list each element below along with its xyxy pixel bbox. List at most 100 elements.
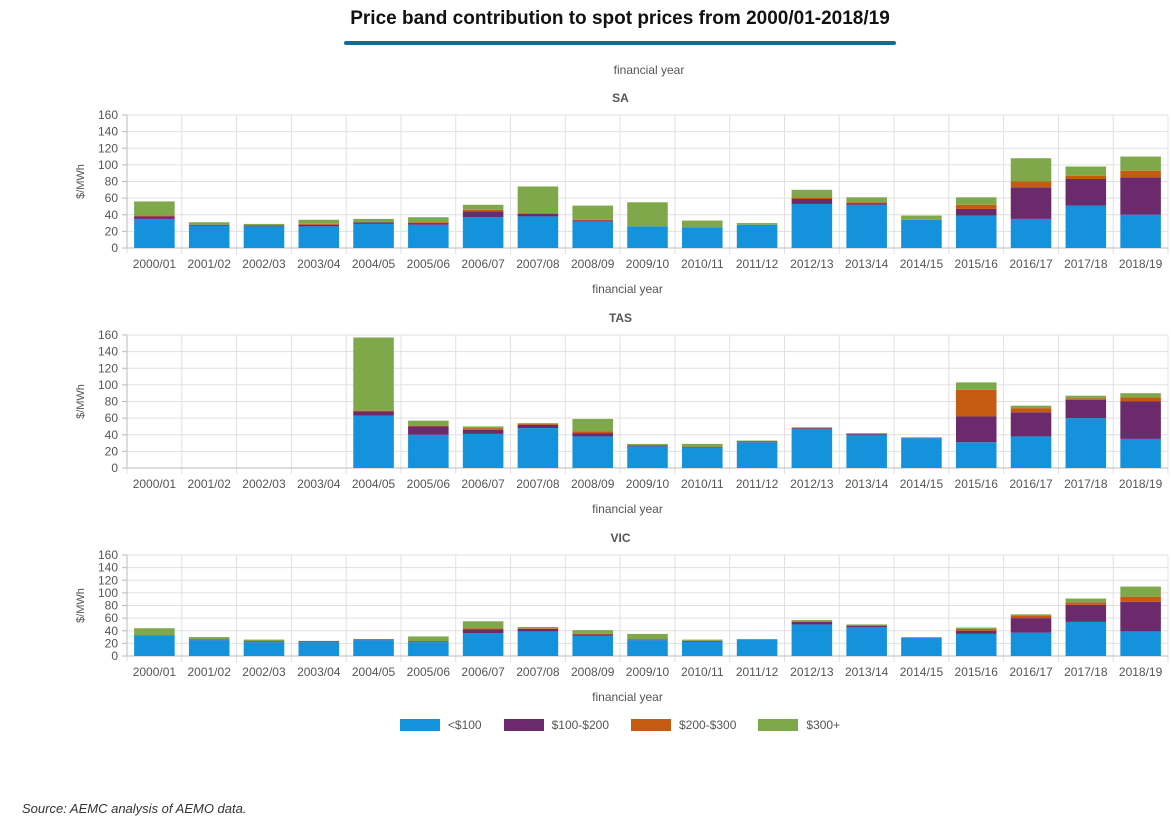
bar-segment[interactable] — [1120, 601, 1161, 632]
bar-segment[interactable] — [572, 436, 613, 468]
bar-segment[interactable] — [462, 426, 504, 429]
bar-segment[interactable] — [682, 220, 723, 228]
bar-segment[interactable] — [736, 441, 778, 443]
bar-segment[interactable] — [627, 639, 668, 641]
bar-segment[interactable] — [408, 420, 449, 426]
bar-segment[interactable] — [1120, 631, 1161, 656]
bar-segment[interactable] — [298, 641, 340, 643]
bar-segment[interactable] — [408, 222, 449, 224]
bar-segment[interactable] — [462, 211, 504, 218]
bar-segment[interactable] — [1065, 602, 1107, 605]
bar-segment[interactable] — [955, 627, 997, 629]
bar-segment[interactable] — [1065, 418, 1107, 468]
bar-segment[interactable] — [462, 209, 504, 212]
bar-segment[interactable] — [572, 418, 613, 432]
bar-segment[interactable] — [1010, 412, 1052, 437]
legend-item[interactable]: $200-$300 — [631, 718, 736, 732]
bar-segment[interactable] — [846, 626, 887, 656]
bar-segment[interactable] — [408, 224, 449, 248]
bar-segment[interactable] — [682, 448, 723, 468]
bar-segment[interactable] — [791, 189, 833, 198]
bar-segment[interactable] — [1010, 618, 1052, 633]
bar-segment[interactable] — [134, 635, 175, 656]
bar-segment[interactable] — [1010, 218, 1052, 248]
bar-segment[interactable] — [1120, 177, 1161, 215]
bar-segment[interactable] — [791, 620, 833, 622]
bar-segment[interactable] — [134, 201, 175, 216]
bar-segment[interactable] — [627, 445, 668, 447]
bar-segment[interactable] — [955, 416, 997, 443]
bar-segment[interactable] — [791, 203, 833, 248]
bar-segment[interactable] — [1010, 405, 1052, 409]
bar-segment[interactable] — [846, 624, 887, 626]
bar-segment[interactable] — [188, 225, 230, 248]
bar-segment[interactable] — [1010, 614, 1052, 616]
bar-segment[interactable] — [1010, 436, 1052, 468]
bar-segment[interactable] — [846, 434, 887, 468]
bar-segment[interactable] — [188, 224, 230, 226]
bar-segment[interactable] — [517, 423, 559, 425]
bar-segment[interactable] — [955, 197, 997, 205]
bar-segment[interactable] — [627, 446, 668, 468]
bar-segment[interactable] — [243, 225, 285, 227]
bar-segment[interactable] — [517, 186, 559, 214]
bar-segment[interactable] — [572, 220, 613, 222]
bar-segment[interactable] — [627, 443, 668, 446]
bar-segment[interactable] — [846, 197, 887, 203]
bar-segment[interactable] — [353, 411, 394, 416]
bar-segment[interactable] — [353, 337, 394, 411]
bar-segment[interactable] — [134, 216, 175, 219]
bar-segment[interactable] — [736, 440, 778, 442]
bar-segment[interactable] — [243, 223, 285, 226]
bar-segment[interactable] — [791, 197, 833, 199]
bar-segment[interactable] — [353, 639, 394, 641]
bar-segment[interactable] — [791, 624, 833, 656]
bar-segment[interactable] — [791, 427, 833, 429]
bar-segment[interactable] — [188, 222, 230, 225]
legend-item[interactable]: <$100 — [399, 718, 482, 732]
bar-segment[interactable] — [298, 226, 340, 248]
bar-segment[interactable] — [1065, 179, 1107, 206]
bar-segment[interactable] — [1065, 205, 1107, 248]
bar-segment[interactable] — [572, 634, 613, 636]
bar-segment[interactable] — [1120, 438, 1161, 468]
bar-segment[interactable] — [298, 223, 340, 225]
legend-item[interactable]: $100-$200 — [503, 718, 609, 732]
bar-segment[interactable] — [353, 223, 394, 248]
bar-segment[interactable] — [1120, 214, 1161, 248]
bar-segment[interactable] — [1065, 399, 1107, 419]
bar-segment[interactable] — [955, 442, 997, 468]
bar-segment[interactable] — [791, 428, 833, 468]
bar-segment[interactable] — [462, 633, 504, 656]
bar-segment[interactable] — [353, 218, 394, 223]
bar-segment[interactable] — [517, 626, 559, 629]
bar-segment[interactable] — [462, 628, 504, 630]
bar-segment[interactable] — [1120, 401, 1161, 439]
bar-segment[interactable] — [955, 204, 997, 209]
bar-segment[interactable] — [408, 434, 449, 468]
bar-segment[interactable] — [243, 226, 285, 248]
bar-segment[interactable] — [736, 442, 778, 468]
bar-segment[interactable] — [188, 640, 230, 656]
bar-segment[interactable] — [462, 621, 504, 629]
bar-segment[interactable] — [627, 226, 668, 248]
bar-segment[interactable] — [408, 636, 449, 642]
bar-segment[interactable] — [298, 642, 340, 656]
bar-segment[interactable] — [791, 428, 833, 429]
bar-segment[interactable] — [134, 635, 175, 636]
bar-segment[interactable] — [462, 428, 504, 430]
bar-segment[interactable] — [408, 426, 449, 435]
bar-segment[interactable] — [955, 628, 997, 631]
bar-segment[interactable] — [298, 640, 340, 642]
bar-segment[interactable] — [846, 204, 887, 248]
bar-segment[interactable] — [955, 633, 997, 656]
bar-segment[interactable] — [846, 203, 887, 205]
bar-segment[interactable] — [572, 219, 613, 221]
bar-segment[interactable] — [462, 629, 504, 634]
bar-segment[interactable] — [682, 641, 723, 656]
bar-segment[interactable] — [736, 223, 778, 225]
bar-segment[interactable] — [1065, 398, 1107, 400]
bar-segment[interactable] — [901, 219, 942, 248]
bar-segment[interactable] — [462, 429, 504, 434]
bar-segment[interactable] — [901, 637, 942, 638]
